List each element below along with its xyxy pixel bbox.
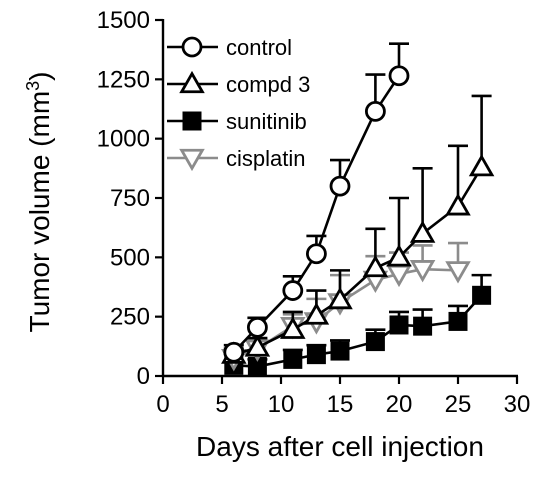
x-tick-label: 10 xyxy=(268,391,295,418)
data-point xyxy=(306,345,326,365)
y-tick-label: 500 xyxy=(110,244,150,271)
data-point xyxy=(362,254,389,278)
x-tick-label: 25 xyxy=(445,391,472,418)
legend-label: cisplatin xyxy=(226,146,305,171)
legend-item-compd-3: compd 3 xyxy=(167,70,310,97)
y-tick-label: 250 xyxy=(110,304,150,331)
legend-label: sunitinib xyxy=(226,109,307,134)
x-tick-label: 15 xyxy=(327,391,354,418)
data-point xyxy=(413,316,433,336)
plot-area xyxy=(221,42,495,377)
data-point xyxy=(445,261,471,284)
y-axis-title-main: Tumor volume (mm xyxy=(24,91,55,333)
data-point xyxy=(364,100,386,122)
legend-marker xyxy=(179,70,205,94)
data-point xyxy=(329,175,351,197)
y-axis-ticks: 0 250 500 750 1000 1250 1500 xyxy=(97,7,163,390)
data-point xyxy=(409,220,436,243)
y-tick-label: 1250 xyxy=(97,66,150,93)
data-point xyxy=(327,286,353,310)
data-point xyxy=(445,193,471,216)
data-point xyxy=(330,341,350,361)
x-tick-label: 30 xyxy=(504,391,531,418)
legend-marker xyxy=(182,111,202,131)
legend-label: compd 3 xyxy=(226,72,310,97)
series-line xyxy=(233,166,483,356)
legend-item-cisplatin: cisplatin xyxy=(167,146,305,172)
series-control xyxy=(223,42,410,363)
data-point xyxy=(282,280,304,301)
x-tick-label: 5 xyxy=(215,391,228,418)
data-point xyxy=(246,316,268,338)
y-tick-label: 0 xyxy=(137,363,150,390)
legend-marker xyxy=(179,148,205,172)
x-axis-title: Days after cell injection xyxy=(196,431,484,462)
y-tick-label: 1000 xyxy=(97,126,150,153)
x-tick-label: 0 xyxy=(156,391,169,418)
data-point xyxy=(223,341,245,363)
data-point xyxy=(472,285,492,305)
data-point xyxy=(303,302,330,325)
data-point xyxy=(305,243,327,265)
data-point xyxy=(365,332,385,352)
legend: control compd 3 sunitinib cisplatin xyxy=(167,35,310,172)
y-axis-title-close: ) xyxy=(24,72,55,81)
data-point xyxy=(280,316,306,339)
data-point xyxy=(468,153,495,177)
data-point xyxy=(244,334,271,357)
data-point xyxy=(386,244,412,267)
x-tick-label: 20 xyxy=(386,391,413,418)
x-axis-ticks: 0 5 10 15 20 25 30 xyxy=(156,376,530,418)
y-axis-title: Tumor volume (mm3) xyxy=(23,72,55,333)
data-point xyxy=(283,349,303,369)
data-point xyxy=(389,315,409,335)
data-point xyxy=(448,311,468,331)
y-tick-label: 750 xyxy=(110,185,150,212)
data-point xyxy=(409,260,436,283)
y-axis-title-superscript: 3 xyxy=(23,81,43,91)
y-tick-label: 1500 xyxy=(97,7,150,34)
legend-item-control: control xyxy=(167,35,292,60)
legend-item-sunitinib: sunitinib xyxy=(167,109,307,134)
series-line xyxy=(233,294,483,368)
legend-marker xyxy=(181,36,203,58)
legend-label: control xyxy=(226,35,292,60)
data-point xyxy=(388,65,410,87)
